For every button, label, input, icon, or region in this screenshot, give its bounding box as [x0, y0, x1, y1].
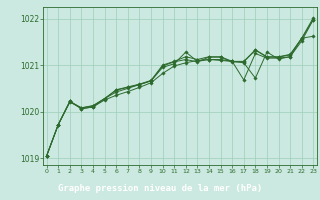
- Text: Graphe pression niveau de la mer (hPa): Graphe pression niveau de la mer (hPa): [58, 184, 262, 193]
